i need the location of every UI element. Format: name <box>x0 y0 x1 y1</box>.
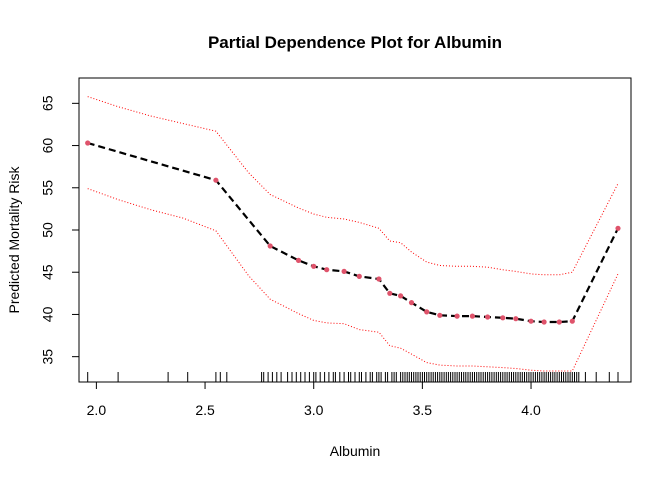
y-tick-label: 60 <box>40 138 56 154</box>
estimate-point <box>556 319 562 325</box>
x-tick-label: 3.0 <box>304 402 324 418</box>
x-tick-label: 4.0 <box>521 402 541 418</box>
rug-layer <box>87 372 619 382</box>
estimate-line-layer <box>87 141 619 324</box>
chart-title: Partial Dependence Plot for Albumin <box>208 33 502 52</box>
estimate-point <box>213 177 219 183</box>
estimate-point <box>408 300 415 306</box>
x-tick-label: 2.5 <box>195 402 215 418</box>
y-tick-label: 45 <box>40 264 56 280</box>
y-tick-label: 65 <box>40 95 56 111</box>
estimate-point <box>341 268 347 274</box>
estimate-line <box>87 141 619 324</box>
estimate-point <box>485 314 491 320</box>
estimate-point <box>398 293 404 299</box>
upper-band-line <box>87 96 619 276</box>
y-tick-label: 40 <box>40 306 56 322</box>
y-tick-label: 55 <box>40 180 56 196</box>
y-tick-label: 50 <box>40 222 56 238</box>
lower-band-line <box>87 188 619 372</box>
estimate-points <box>85 140 621 325</box>
estimate-point <box>500 315 506 321</box>
x-tick-label: 3.5 <box>413 402 433 418</box>
estimate-point <box>454 313 460 319</box>
x-axis: 2.0 2.5 3.0 3.5 4.0 <box>87 381 541 418</box>
estimate-point <box>295 257 302 263</box>
estimate-point <box>387 290 393 296</box>
estimate-point <box>569 318 575 324</box>
estimate-point <box>469 313 475 319</box>
estimate-point <box>541 319 547 325</box>
estimate-point <box>85 140 91 146</box>
x-tick-label: 2.0 <box>87 402 107 418</box>
estimate-point <box>615 225 621 231</box>
y-tick-label: 35 <box>40 349 56 365</box>
estimate-point <box>424 309 430 315</box>
estimate-point <box>356 273 362 279</box>
confidence-bands <box>87 96 619 372</box>
x-axis-label: Albumin <box>330 443 381 459</box>
estimate-point <box>324 267 330 273</box>
estimate-point <box>437 312 443 318</box>
y-axis-label: Predicted Mortality Risk <box>6 165 22 313</box>
estimate-point <box>376 276 382 282</box>
estimate-point <box>267 243 273 249</box>
plot-frame <box>78 77 632 383</box>
estimate-point <box>311 263 317 269</box>
estimate-point <box>513 316 519 322</box>
estimate-point <box>528 318 534 324</box>
y-axis: 35 40 45 50 55 60 65 <box>40 95 80 365</box>
